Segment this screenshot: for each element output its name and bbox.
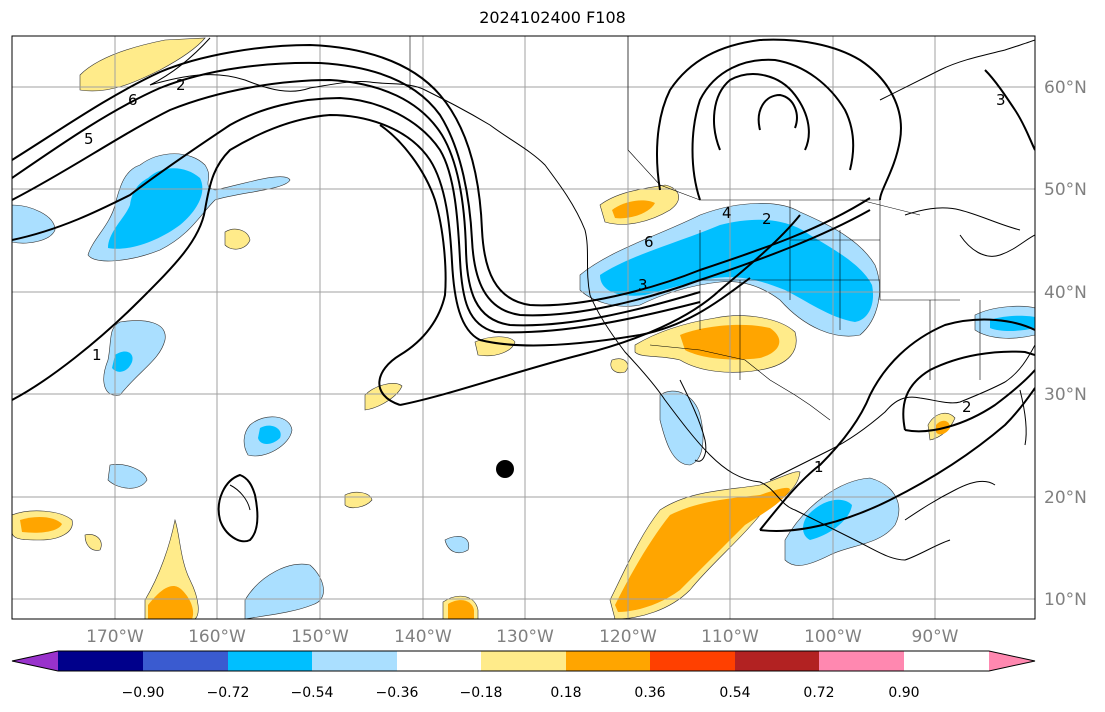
latitude-label: 20°N [1044, 488, 1087, 508]
map-frame [11, 35, 1036, 620]
colorbar-tick-label: −0.72 [207, 685, 250, 701]
colorbar-tick-label: −0.18 [460, 685, 503, 701]
colorbar-tick-label: 0.54 [719, 685, 750, 701]
latitude-label: 60°N [1044, 78, 1087, 98]
longitude-label: 110°W [701, 627, 759, 647]
colorbar-extend-min [12, 651, 58, 671]
contour-label-group: 6 5 2 6 4 2 3 1 1 2 3 [84, 76, 1006, 476]
colorbar [11, 650, 1036, 672]
colorbar-extend-max [989, 651, 1035, 671]
graticule [12, 36, 1035, 619]
contour-label: 1 [92, 346, 102, 364]
contour-label: 2 [962, 398, 972, 416]
latitude-label: 50°N [1044, 180, 1087, 200]
latitude-label: 30°N [1044, 385, 1087, 405]
colorbar-tick-label: 0.72 [803, 685, 834, 701]
location-marker [496, 460, 514, 478]
colorbar-segment [312, 651, 397, 671]
colorbar-segment [650, 651, 735, 671]
colorbar-tick-label: 0.90 [888, 685, 919, 701]
longitude-label: 90°W [912, 627, 959, 647]
colorbar-segment [143, 651, 228, 671]
contour-label: 5 [84, 130, 94, 148]
longitude-label: 160°W [188, 627, 246, 647]
colorbar-tick-label: −0.36 [376, 685, 419, 701]
colorbar-tick-label: −0.54 [291, 685, 334, 701]
colorbar-segment [228, 651, 312, 671]
colorbar-tick-label: −0.90 [122, 685, 165, 701]
longitude-label: 150°W [291, 627, 349, 647]
latitude-label: 40°N [1044, 283, 1087, 303]
colorbar-segment [819, 651, 904, 671]
longitude-label: 100°W [804, 627, 862, 647]
map-title: 2024102400 F108 [479, 8, 626, 27]
colorbar-segment [397, 651, 481, 671]
colorbar-tick-labels: −0.90 −0.72 −0.54 −0.36 −0.18 0.18 0.36 … [122, 685, 920, 701]
longitude-label: 170°W [86, 627, 144, 647]
colorbar-segment [566, 651, 650, 671]
colorbar-outline [11, 650, 1036, 672]
longitude-label: 120°W [599, 627, 657, 647]
contour-label: 6 [128, 91, 138, 109]
latitude-axis: 60°N 50°N 40°N 30°N 20°N 10°N [1044, 78, 1087, 610]
colorbar-segment [481, 651, 566, 671]
contour-label: 3 [996, 91, 1006, 109]
latitude-label: 10°N [1044, 590, 1087, 610]
contour-label: 2 [176, 76, 186, 94]
contour-label: 4 [722, 204, 732, 222]
contour-label: 3 [638, 276, 648, 294]
colorbar-segment [58, 651, 143, 671]
colorbar-tick-label: 0.36 [634, 685, 665, 701]
longitude-label: 140°W [394, 627, 452, 647]
coastlines [149, 37, 1035, 561]
contour-label: 2 [762, 210, 772, 228]
colorbar-tick-label: 0.18 [550, 685, 581, 701]
contour-lines [12, 38, 1035, 543]
longitude-axis: 170°W 160°W 150°W 140°W 130°W 120°W 110°… [86, 627, 959, 647]
colorbar-segment [735, 651, 819, 671]
contour-label: 6 [644, 233, 654, 251]
longitude-label: 130°W [496, 627, 554, 647]
contour-label: 1 [814, 458, 824, 476]
